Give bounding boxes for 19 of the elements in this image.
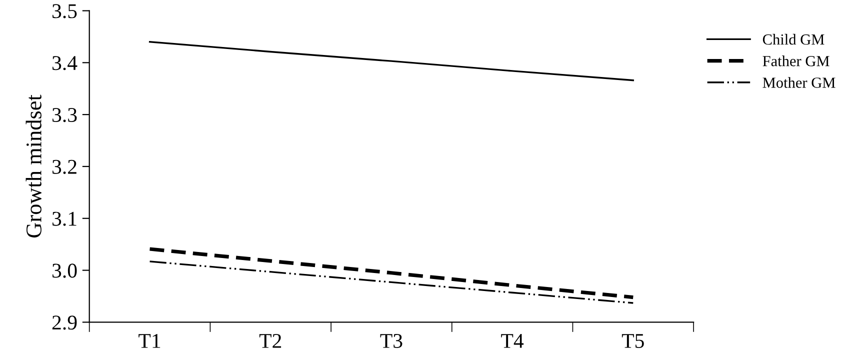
legend-label: Child GM [762, 34, 824, 45]
y-tick-label: 3.0 [52, 264, 77, 278]
x-tick-label: T5 [622, 334, 644, 348]
x-tick-label: T2 [259, 334, 282, 348]
line-series [148, 260, 634, 304]
x-tick-label: T3 [380, 334, 402, 348]
legend-label: Mother GM [762, 77, 836, 88]
x-tick-label: T1 [138, 334, 160, 348]
line-series [148, 247, 635, 300]
y-axis-title: Growth mindset [26, 94, 42, 238]
y-tick-label: 3.5 [52, 4, 77, 18]
line-series [148, 41, 634, 82]
y-tick-label: 3.1 [52, 212, 76, 226]
y-tick-label: 2.9 [52, 316, 77, 330]
y-tick-label: 3.2 [52, 160, 76, 174]
x-tick-label: T4 [501, 334, 524, 348]
y-tick-label: 3.3 [52, 108, 77, 122]
legend-label: Father GM [762, 56, 830, 66]
y-tick-label: 3.4 [52, 56, 78, 70]
